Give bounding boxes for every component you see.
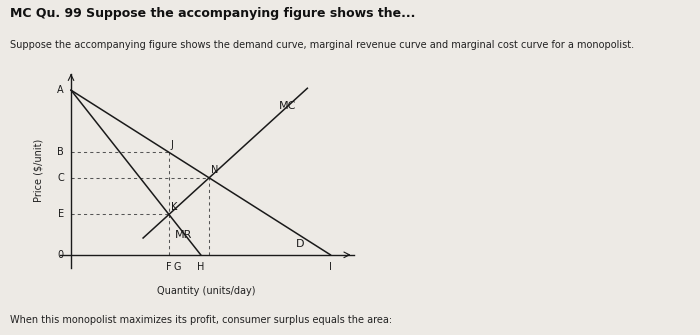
- Text: F: F: [166, 262, 172, 272]
- Text: I: I: [329, 262, 332, 272]
- Text: Price ($/unit): Price ($/unit): [34, 139, 43, 202]
- Text: Quantity (units/day): Quantity (units/day): [158, 286, 256, 296]
- Text: C: C: [57, 173, 64, 183]
- Text: G: G: [174, 262, 181, 272]
- Text: 0: 0: [57, 250, 64, 260]
- Text: MC: MC: [279, 101, 296, 111]
- Text: N: N: [211, 165, 218, 175]
- Text: E: E: [57, 209, 64, 219]
- Text: Suppose the accompanying figure shows the demand curve, marginal revenue curve a: Suppose the accompanying figure shows th…: [10, 40, 635, 50]
- Text: A: A: [57, 85, 64, 95]
- Text: L: L: [171, 202, 176, 212]
- Text: D: D: [296, 240, 304, 250]
- Text: B: B: [57, 147, 64, 157]
- Text: MC Qu. 99 Suppose the accompanying figure shows the...: MC Qu. 99 Suppose the accompanying figur…: [10, 7, 416, 20]
- Text: K: K: [171, 202, 177, 212]
- Text: J: J: [170, 140, 173, 150]
- Text: H: H: [197, 262, 204, 272]
- Text: When this monopolist maximizes its profit, consumer surplus equals the area:: When this monopolist maximizes its profi…: [10, 315, 393, 325]
- Text: MR: MR: [175, 230, 192, 240]
